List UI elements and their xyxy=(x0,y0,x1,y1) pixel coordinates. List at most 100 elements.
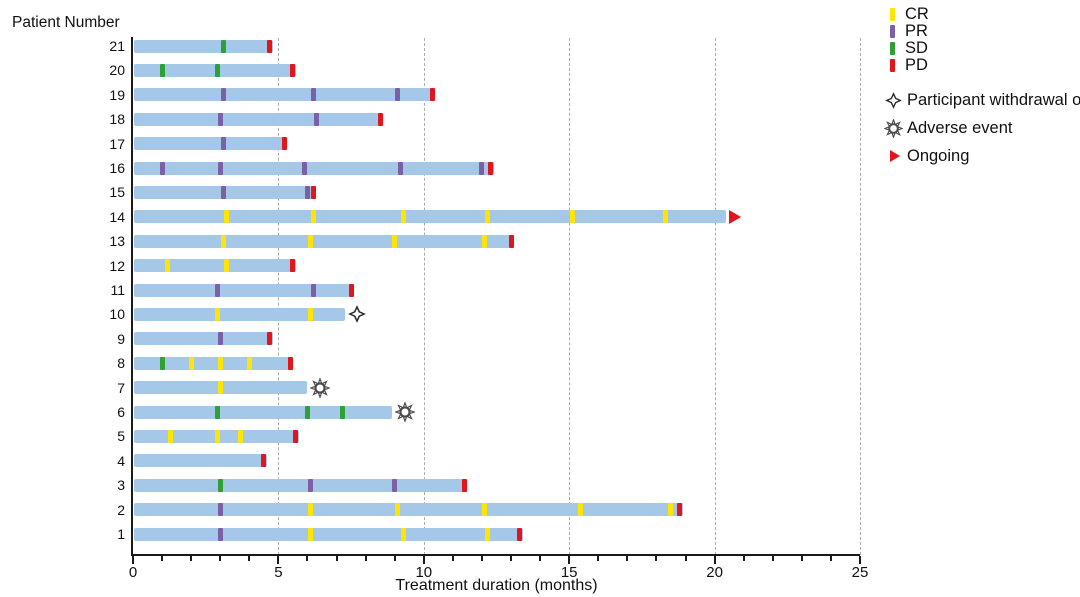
treatment-bar xyxy=(134,137,288,151)
response-marker-pd xyxy=(293,429,299,443)
response-marker-pd xyxy=(290,63,296,77)
x-tick-label: 10 xyxy=(415,564,433,581)
response-marker-pr xyxy=(392,478,398,492)
legend-item-sd: SD xyxy=(884,39,1080,57)
treatment-bar xyxy=(134,259,296,273)
treatment-bar xyxy=(134,332,273,346)
patient-row-label: 1 xyxy=(117,526,125,542)
response-marker-sd xyxy=(304,405,310,419)
x-minor-tick xyxy=(219,556,222,561)
response-marker-cr xyxy=(223,259,229,273)
x-minor-tick xyxy=(597,556,600,561)
response-marker-cr xyxy=(395,503,401,517)
gridline-month-20 xyxy=(714,38,716,555)
treatment-bar xyxy=(134,307,346,321)
patient-row-label: 16 xyxy=(109,160,125,176)
response-marker-pr xyxy=(310,88,316,102)
response-marker-cr xyxy=(485,210,491,224)
response-marker-pd xyxy=(430,88,436,102)
treatment-bar xyxy=(134,454,267,468)
response-marker-pr xyxy=(220,185,226,199)
legend-label: Adverse event xyxy=(907,118,1013,137)
arrow-icon xyxy=(884,147,903,166)
patient-row-label: 11 xyxy=(110,282,125,298)
x-minor-tick xyxy=(626,556,629,561)
response-marker-sd xyxy=(214,63,220,77)
adverse-event-icon xyxy=(309,376,332,403)
x-major-tick xyxy=(422,556,425,564)
x-minor-tick xyxy=(684,556,687,561)
gridline-month-5 xyxy=(278,38,280,555)
response-marker-pr xyxy=(302,161,308,175)
patient-row-label: 18 xyxy=(109,111,125,128)
adverse-event-icon xyxy=(393,401,416,427)
x-axis-title: Treatment duration (months) xyxy=(395,577,598,594)
x-tick-label: 25 xyxy=(851,564,869,581)
response-marker-pr xyxy=(214,283,220,297)
x-minor-tick xyxy=(393,556,396,561)
response-marker-cr xyxy=(400,210,406,224)
x-minor-tick xyxy=(742,556,745,561)
gridline-month-15 xyxy=(569,38,571,555)
response-marker-pd xyxy=(267,39,273,53)
response-marker-cr xyxy=(188,356,194,370)
response-marker-pd xyxy=(488,161,494,175)
treatment-bar xyxy=(134,478,468,492)
x-major-tick xyxy=(277,556,280,564)
x-minor-tick xyxy=(510,556,513,561)
y-axis-title: Patient Number xyxy=(12,14,120,31)
response-marker-cr xyxy=(662,210,668,224)
response-marker-cr xyxy=(307,527,313,541)
x-minor-tick xyxy=(539,556,542,561)
response-marker-cr xyxy=(214,307,220,321)
response-marker-cr xyxy=(307,307,313,321)
legend-item-adverse: Adverse event xyxy=(884,116,1080,140)
response-marker-cr xyxy=(310,210,316,224)
legend-swatch-cr xyxy=(890,8,895,21)
response-marker-pr xyxy=(398,161,404,175)
response-marker-cr xyxy=(214,429,220,443)
gridline-month-10 xyxy=(423,38,425,555)
x-major-tick xyxy=(713,556,716,564)
treatment-bar xyxy=(134,112,384,126)
response-marker-sd xyxy=(220,39,226,53)
response-marker-cr xyxy=(168,429,174,443)
patient-row-label: 13 xyxy=(109,233,125,250)
response-marker-pd xyxy=(377,112,383,126)
sun-icon xyxy=(884,118,903,138)
legend-item-cr: CR xyxy=(884,5,1080,23)
plot-area: 21 20 19 18 17 16 15 14 13 12 11 10 9 8 7 6 5 4 3 2 1 xyxy=(109,38,861,555)
response-marker-pr xyxy=(395,88,401,102)
patient-row-label: 20 xyxy=(109,62,125,79)
legend-item-ongoing: Ongoing xyxy=(884,144,1080,168)
patient-row-label: 9 xyxy=(117,330,125,347)
x-minor-tick xyxy=(480,556,483,561)
patient-row-label: 4 xyxy=(117,452,125,469)
response-marker-sd xyxy=(339,405,345,419)
treatment-bar xyxy=(134,210,727,224)
response-marker-cr xyxy=(217,381,223,395)
response-marker-cr xyxy=(217,356,223,370)
response-marker-pr xyxy=(217,332,223,346)
legend-label: Participant withdrawal o xyxy=(907,90,1080,109)
x-minor-tick xyxy=(335,556,338,561)
y-axis-line xyxy=(131,37,133,556)
response-marker-sd xyxy=(214,405,220,419)
x-tick-label: 5 xyxy=(274,564,283,581)
x-tick-label: 15 xyxy=(560,564,578,581)
response-marker-cr xyxy=(307,503,313,517)
x-minor-tick xyxy=(248,556,251,561)
x-major-tick xyxy=(859,556,861,564)
response-marker-pd xyxy=(677,503,683,517)
response-marker-pr xyxy=(159,161,165,175)
legend-label: Ongoing xyxy=(907,146,970,165)
treatment-bar xyxy=(134,39,273,53)
response-marker-pr xyxy=(217,112,223,126)
response-marker-pd xyxy=(508,234,514,248)
response-marker-pd xyxy=(462,478,467,492)
patient-row-label: 5 xyxy=(117,428,125,445)
patient-row-label: 14 xyxy=(109,208,125,225)
legend-item-pd: PD xyxy=(884,56,1080,74)
treatment-bar xyxy=(134,503,683,517)
response-marker-pr xyxy=(220,88,226,102)
